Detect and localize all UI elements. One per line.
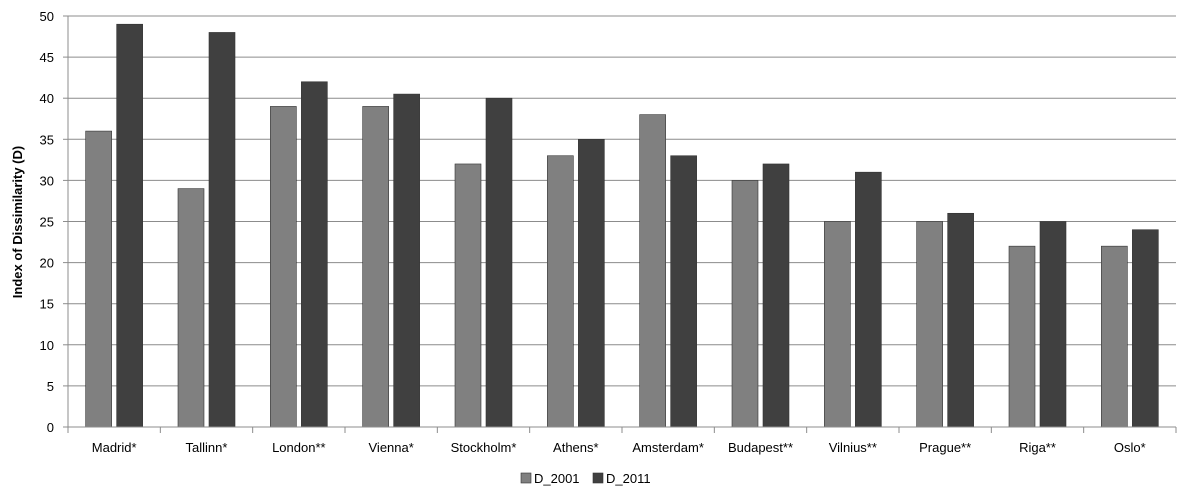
x-category-label: Madrid* xyxy=(92,440,137,455)
y-tick-label: 0 xyxy=(47,420,54,435)
bar-d-2001 xyxy=(824,221,851,428)
x-category-label: Vienna* xyxy=(369,440,414,455)
bar-d-2011 xyxy=(393,93,420,428)
bar-d-2001 xyxy=(1101,245,1128,428)
x-category-label: Oslo* xyxy=(1114,440,1146,455)
bar-d-2011 xyxy=(1132,229,1159,428)
y-tick-label: 20 xyxy=(40,256,54,271)
bar-d-2011 xyxy=(855,171,882,428)
x-category-labels: Madrid* Tallinn* London** Vienna* Stockholm*… xyxy=(92,440,1146,455)
bar-d-2011 xyxy=(670,155,697,428)
x-category-label: London** xyxy=(272,440,326,455)
bar-d-2001 xyxy=(270,106,297,428)
bar-d-2001 xyxy=(916,221,943,428)
y-tick-label: 35 xyxy=(40,132,54,147)
y-tick-label: 25 xyxy=(40,215,54,230)
bar-d-2011 xyxy=(578,139,605,428)
x-category-label: Prague** xyxy=(919,440,971,455)
axes xyxy=(63,15,1177,433)
bar-d-2011 xyxy=(208,32,236,428)
legend-swatch xyxy=(520,472,532,484)
x-category-label: Tallinn* xyxy=(186,440,228,455)
y-tick-label: 40 xyxy=(40,91,54,106)
bar-d-2001 xyxy=(177,188,205,428)
legend: D_2001 D_2011 xyxy=(520,471,651,486)
legend-label: D_2001 xyxy=(534,471,580,486)
x-category-label: Stockholm* xyxy=(451,440,517,455)
bar-d-2001 xyxy=(454,163,482,428)
y-tick-label: 10 xyxy=(40,338,54,353)
y-tick-label: 5 xyxy=(47,379,54,394)
gridlines xyxy=(68,15,1176,387)
x-category-label: Budapest** xyxy=(728,440,793,455)
y-tick-labels: 0 5 10 15 20 25 30 35 40 45 50 xyxy=(40,9,54,435)
bars xyxy=(85,23,1159,428)
bar-d-2011 xyxy=(116,23,143,428)
x-category-label: Amsterdam* xyxy=(632,440,704,455)
legend-label: D_2011 xyxy=(606,471,651,486)
bar-d-2011 xyxy=(1039,221,1067,428)
y-axis-title: Index of Dissimilarity (D) xyxy=(10,146,25,298)
y-tick-label: 50 xyxy=(40,9,54,24)
bar-d-2011 xyxy=(301,81,328,428)
bar-d-2001 xyxy=(1008,245,1036,428)
bar-d-2011 xyxy=(947,212,974,428)
bar-d-2001 xyxy=(85,130,112,428)
legend-swatch xyxy=(592,472,604,484)
y-tick-label: 45 xyxy=(40,50,54,65)
bar-d-2001 xyxy=(362,106,389,428)
bar-d-2011 xyxy=(485,97,513,428)
x-category-label: Riga** xyxy=(1019,440,1056,455)
x-category-label: Vilnius** xyxy=(829,440,877,455)
bar-d-2011 xyxy=(762,163,790,428)
bar-d-2001 xyxy=(731,180,759,428)
bar-d-2001 xyxy=(547,155,574,428)
y-tick-label: 15 xyxy=(40,297,54,312)
y-tick-label: 30 xyxy=(40,173,54,188)
bar-d-2001 xyxy=(639,114,666,428)
x-category-label: Athens* xyxy=(553,440,599,455)
